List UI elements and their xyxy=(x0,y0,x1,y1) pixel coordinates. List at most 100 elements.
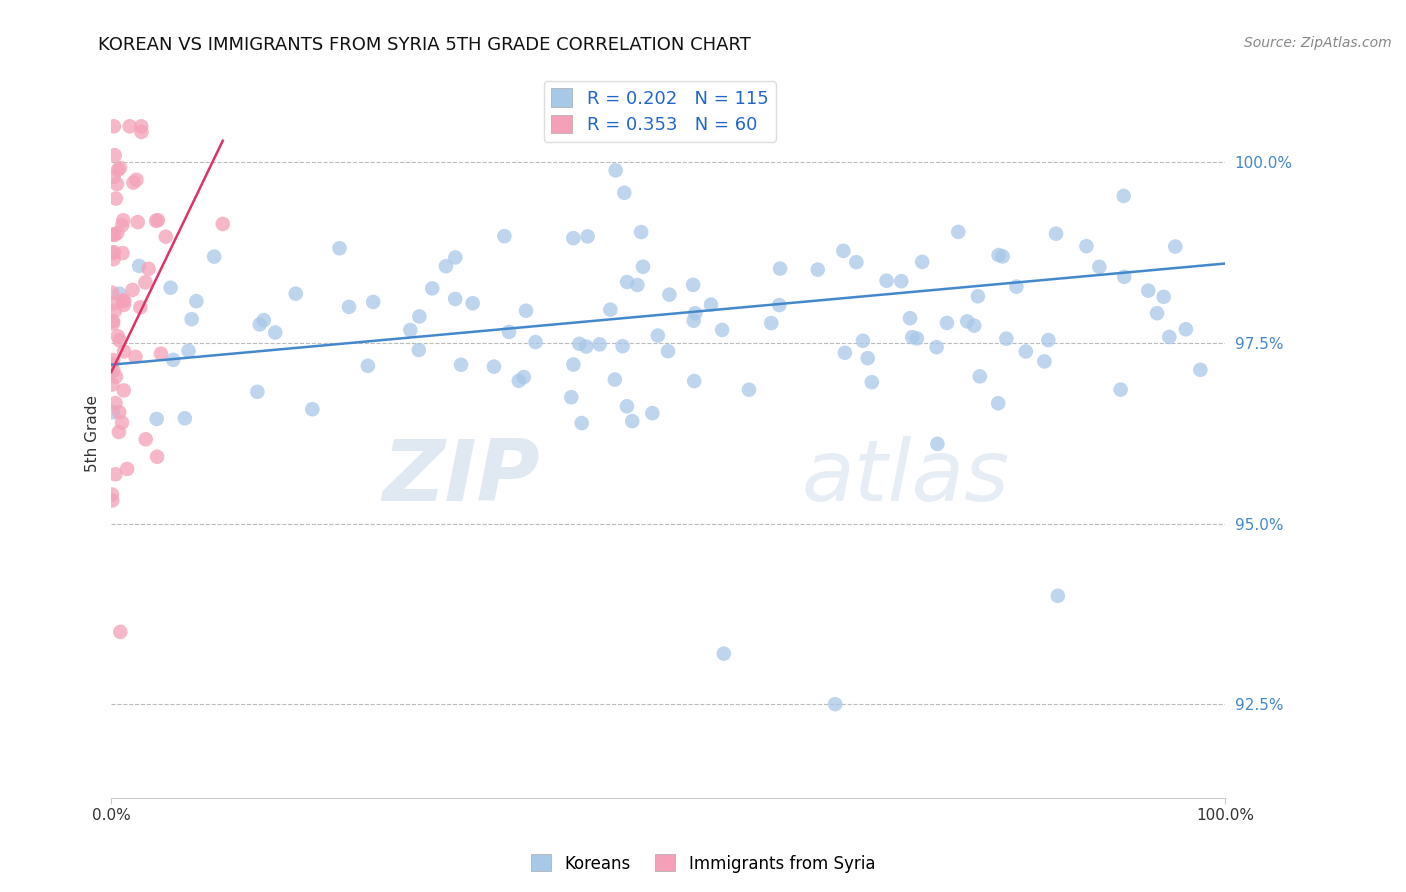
Point xyxy=(249,318,271,332)
Point xyxy=(603,372,626,386)
Point xyxy=(328,241,350,255)
Point xyxy=(146,450,169,464)
Point xyxy=(450,358,472,372)
Point xyxy=(876,274,898,288)
Point xyxy=(284,286,307,301)
Point xyxy=(112,384,135,398)
Point xyxy=(1189,363,1212,377)
Point xyxy=(104,396,127,410)
Point xyxy=(103,252,125,267)
Point xyxy=(905,331,928,345)
Point xyxy=(108,405,131,419)
Point xyxy=(162,352,184,367)
Point xyxy=(956,314,979,328)
Point xyxy=(631,260,654,274)
Point xyxy=(104,148,127,162)
Text: ZIP: ZIP xyxy=(382,435,540,518)
Point xyxy=(101,296,124,310)
Point xyxy=(890,274,912,288)
Point xyxy=(494,229,516,244)
Point xyxy=(1137,284,1160,298)
Point xyxy=(987,248,1010,262)
Point xyxy=(177,343,200,358)
Point xyxy=(155,229,177,244)
Point xyxy=(101,377,124,392)
Legend: R = 0.202   N = 115, R = 0.353   N = 60: R = 0.202 N = 115, R = 0.353 N = 60 xyxy=(544,81,776,142)
Text: Source: ZipAtlas.com: Source: ZipAtlas.com xyxy=(1244,36,1392,50)
Point xyxy=(122,176,145,190)
Point xyxy=(444,292,467,306)
Point xyxy=(824,697,846,711)
Legend: Koreans, Immigrants from Syria: Koreans, Immigrants from Syria xyxy=(524,847,882,880)
Point xyxy=(180,312,202,326)
Point xyxy=(101,245,124,260)
Y-axis label: 5th Grade: 5th Grade xyxy=(86,395,100,472)
Point xyxy=(856,351,879,365)
Point xyxy=(524,335,547,350)
Point xyxy=(131,125,153,139)
Point xyxy=(682,314,704,328)
Point xyxy=(901,330,924,344)
Point xyxy=(103,353,125,368)
Point xyxy=(108,334,131,348)
Point xyxy=(588,337,610,351)
Point xyxy=(105,226,128,240)
Point xyxy=(420,281,443,295)
Point xyxy=(925,340,948,354)
Point xyxy=(683,374,706,388)
Point xyxy=(599,302,621,317)
Point xyxy=(101,227,124,242)
Point xyxy=(626,278,648,293)
Point xyxy=(107,162,129,177)
Point xyxy=(834,345,856,359)
Point xyxy=(1114,269,1136,284)
Point xyxy=(657,344,679,359)
Point xyxy=(991,249,1014,263)
Point xyxy=(104,303,127,318)
Point xyxy=(860,375,883,389)
Point xyxy=(987,396,1010,410)
Point xyxy=(145,412,167,426)
Point xyxy=(264,326,287,340)
Point xyxy=(807,262,830,277)
Point xyxy=(159,281,181,295)
Point xyxy=(562,231,585,245)
Point xyxy=(149,346,172,360)
Point xyxy=(571,416,593,430)
Point xyxy=(101,285,124,300)
Point xyxy=(108,425,131,439)
Point xyxy=(444,251,467,265)
Point xyxy=(911,255,934,269)
Point xyxy=(647,328,669,343)
Point xyxy=(146,213,169,227)
Point xyxy=(112,344,135,359)
Point xyxy=(1146,306,1168,320)
Point xyxy=(301,402,323,417)
Point xyxy=(112,298,135,312)
Point xyxy=(108,286,131,301)
Point xyxy=(408,310,430,324)
Point xyxy=(129,120,152,134)
Point xyxy=(1159,330,1181,344)
Point xyxy=(145,213,167,227)
Point xyxy=(129,300,152,314)
Point xyxy=(118,120,141,134)
Point xyxy=(112,293,135,308)
Point xyxy=(948,225,970,239)
Point xyxy=(576,229,599,244)
Point xyxy=(515,303,537,318)
Point xyxy=(683,306,706,320)
Point xyxy=(186,294,208,309)
Point xyxy=(104,192,127,206)
Point xyxy=(1112,189,1135,203)
Point xyxy=(101,314,124,328)
Point xyxy=(112,213,135,227)
Point xyxy=(202,250,225,264)
Point xyxy=(107,329,129,343)
Point xyxy=(738,383,761,397)
Point xyxy=(101,493,124,508)
Point xyxy=(127,215,149,229)
Point xyxy=(408,343,430,357)
Point xyxy=(124,350,146,364)
Point xyxy=(682,277,704,292)
